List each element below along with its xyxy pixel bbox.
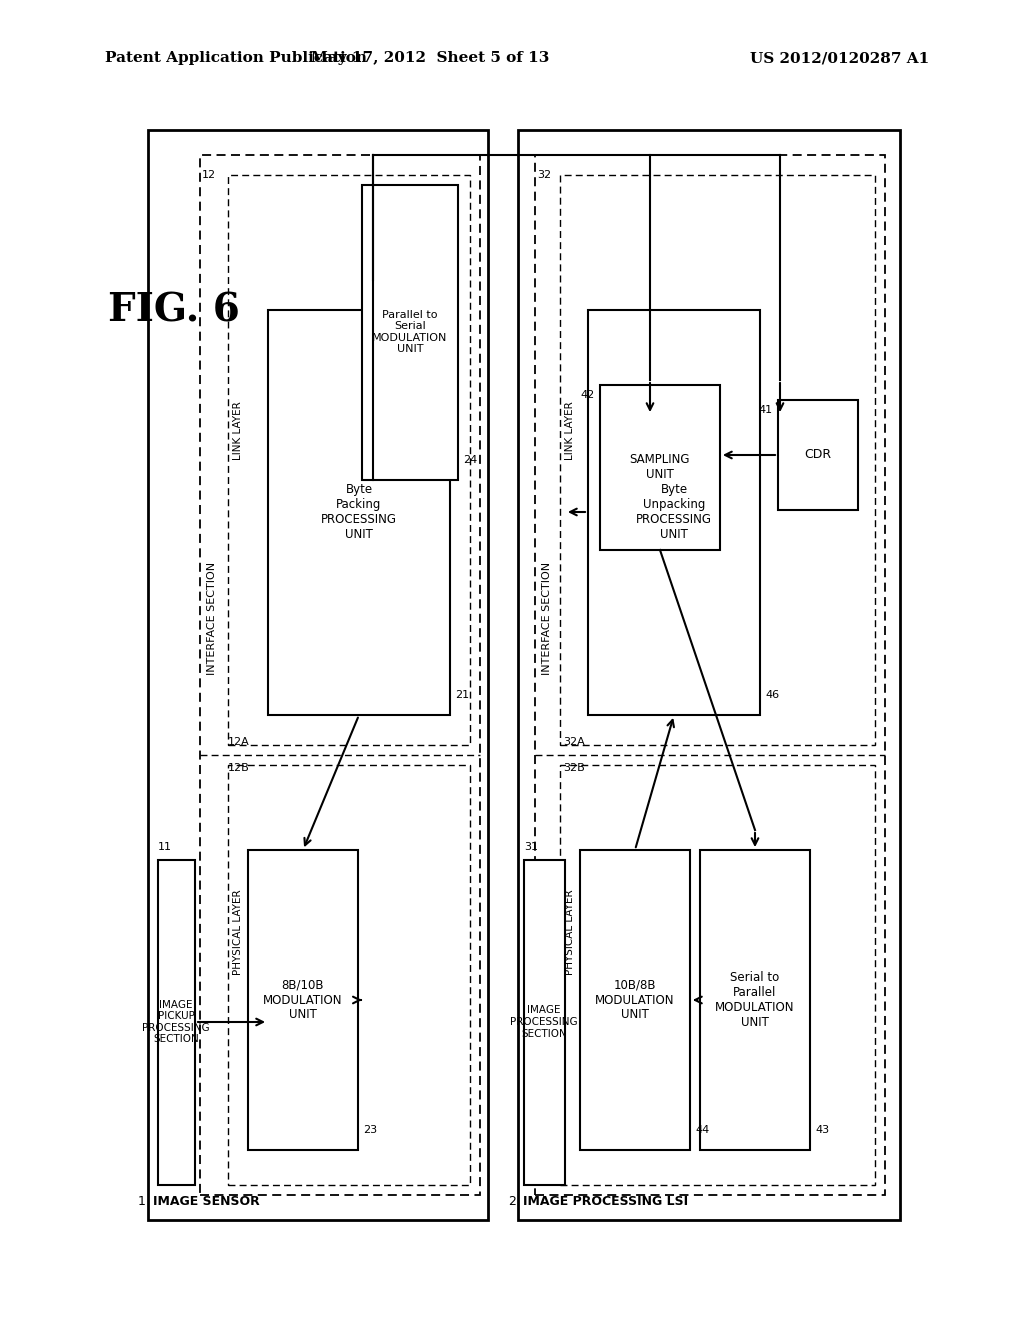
Text: 12: 12 xyxy=(202,170,216,180)
Text: IMAGE
PICKUP
PROCESSING
SECTION: IMAGE PICKUP PROCESSING SECTION xyxy=(142,999,210,1044)
Bar xyxy=(535,154,885,1195)
Bar xyxy=(518,129,900,1220)
Text: 44: 44 xyxy=(695,1125,710,1135)
Text: Patent Application Publication: Patent Application Publication xyxy=(105,51,367,65)
Bar xyxy=(588,310,760,715)
Bar xyxy=(228,766,470,1185)
Bar xyxy=(148,129,488,1220)
Bar xyxy=(362,185,458,480)
Bar xyxy=(580,850,690,1150)
Text: CDR: CDR xyxy=(805,449,831,462)
Text: SAMPLING
UNIT: SAMPLING UNIT xyxy=(630,453,690,480)
Text: Serial to
Parallel
MODULATION
UNIT: Serial to Parallel MODULATION UNIT xyxy=(715,972,795,1030)
Text: 21: 21 xyxy=(455,690,469,700)
Bar xyxy=(560,766,874,1185)
Text: LINK LAYER: LINK LAYER xyxy=(565,401,575,459)
Text: 1: 1 xyxy=(138,1195,146,1208)
Text: Byte
Unpacking
PROCESSING
UNIT: Byte Unpacking PROCESSING UNIT xyxy=(636,483,712,541)
Bar xyxy=(228,176,470,744)
Text: INTERFACE SECTION: INTERFACE SECTION xyxy=(207,562,217,675)
Text: 12A: 12A xyxy=(228,737,250,747)
Text: LINK LAYER: LINK LAYER xyxy=(233,401,243,459)
Bar xyxy=(248,850,358,1150)
Bar xyxy=(560,176,874,744)
Text: 32A: 32A xyxy=(563,737,585,747)
Text: FIG. 6: FIG. 6 xyxy=(108,290,240,329)
Text: 11: 11 xyxy=(158,842,172,851)
Text: INTERFACE SECTION: INTERFACE SECTION xyxy=(542,562,552,675)
Bar xyxy=(268,310,450,715)
Text: PHYSICAL LAYER: PHYSICAL LAYER xyxy=(233,890,243,975)
Bar xyxy=(200,154,480,1195)
Text: 43: 43 xyxy=(815,1125,829,1135)
Text: 12B: 12B xyxy=(228,763,250,774)
Text: 31: 31 xyxy=(524,842,538,851)
Text: IMAGE SENSOR: IMAGE SENSOR xyxy=(153,1195,260,1208)
Bar xyxy=(600,385,720,550)
Text: 23: 23 xyxy=(362,1125,377,1135)
Text: 42: 42 xyxy=(581,389,595,400)
Text: PHYSICAL LAYER: PHYSICAL LAYER xyxy=(565,890,575,975)
Text: 24: 24 xyxy=(463,455,477,465)
Bar xyxy=(778,400,858,510)
Text: 41: 41 xyxy=(759,405,773,414)
Text: IMAGE PROCESSING LSI: IMAGE PROCESSING LSI xyxy=(523,1195,688,1208)
Bar xyxy=(524,861,565,1185)
Text: 32: 32 xyxy=(537,170,551,180)
Bar xyxy=(700,850,810,1150)
Text: Parallel to
Serial
MODULATION
UNIT: Parallel to Serial MODULATION UNIT xyxy=(373,310,447,354)
Bar xyxy=(158,861,195,1185)
Text: 8B/10B
MODULATION
UNIT: 8B/10B MODULATION UNIT xyxy=(263,978,343,1022)
Text: 2: 2 xyxy=(508,1195,516,1208)
Text: 10B/8B
MODULATION
UNIT: 10B/8B MODULATION UNIT xyxy=(595,978,675,1022)
Text: 46: 46 xyxy=(765,690,779,700)
Text: 32B: 32B xyxy=(563,763,585,774)
Text: US 2012/0120287 A1: US 2012/0120287 A1 xyxy=(750,51,929,65)
Text: Byte
Packing
PROCESSING
UNIT: Byte Packing PROCESSING UNIT xyxy=(321,483,397,541)
Text: May 17, 2012  Sheet 5 of 13: May 17, 2012 Sheet 5 of 13 xyxy=(311,51,549,65)
Text: IMAGE
PROCESSING
SECTION: IMAGE PROCESSING SECTION xyxy=(510,1006,578,1039)
